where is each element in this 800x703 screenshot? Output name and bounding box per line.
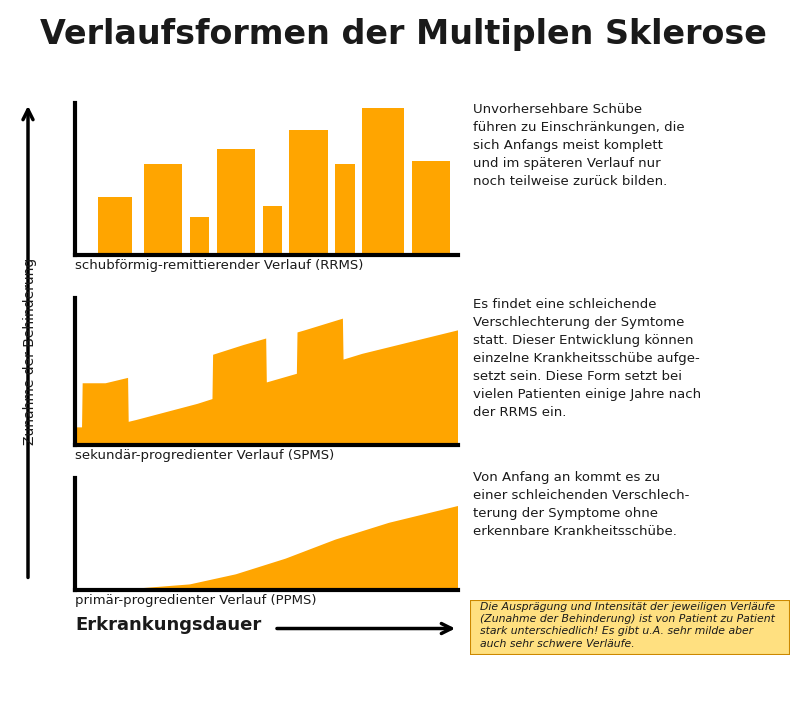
Text: Unvorhersehbare Schübe
führen zu Einschränkungen, die
sich Anfangs meist komplet: Unvorhersehbare Schübe führen zu Einschr… (473, 103, 685, 188)
Text: Verlaufsformen der Multiplen Sklerose: Verlaufsformen der Multiplen Sklerose (40, 18, 767, 51)
Text: Von Anfang an kommt es zu
einer schleichenden Verschlech-
terung der Symptome oh: Von Anfang an kommt es zu einer schleich… (473, 471, 690, 538)
Text: Die Ausprägung und Intensität der jeweiligen Verläufe
(Zunahme der Behinderung) : Die Ausprägung und Intensität der jeweil… (480, 602, 775, 649)
Text: primär-progredienter Verlauf (PPMS): primär-progredienter Verlauf (PPMS) (75, 593, 317, 607)
Bar (98, 198, 133, 255)
Bar (412, 161, 450, 255)
Bar (362, 108, 404, 255)
Bar (190, 217, 209, 255)
Bar (290, 130, 328, 255)
Bar (144, 164, 182, 255)
Text: Erkrankungsdauer: Erkrankungsdauer (75, 616, 262, 634)
Polygon shape (75, 318, 458, 445)
Text: schubförmig-remittierender Verlauf (RRMS): schubförmig-remittierender Verlauf (RRMS… (75, 259, 363, 271)
Text: Zunahme der Behinderung: Zunahme der Behinderung (23, 258, 37, 445)
Bar (217, 148, 255, 255)
Bar (262, 207, 282, 255)
Polygon shape (75, 506, 458, 590)
Bar (335, 164, 354, 255)
Text: sekundär-progredienter Verlauf (SPMS): sekundär-progredienter Verlauf (SPMS) (75, 449, 334, 461)
Text: Es findet eine schleichende
Verschlechterung der Symtome
statt. Dieser Entwicklu: Es findet eine schleichende Verschlechte… (473, 298, 701, 419)
